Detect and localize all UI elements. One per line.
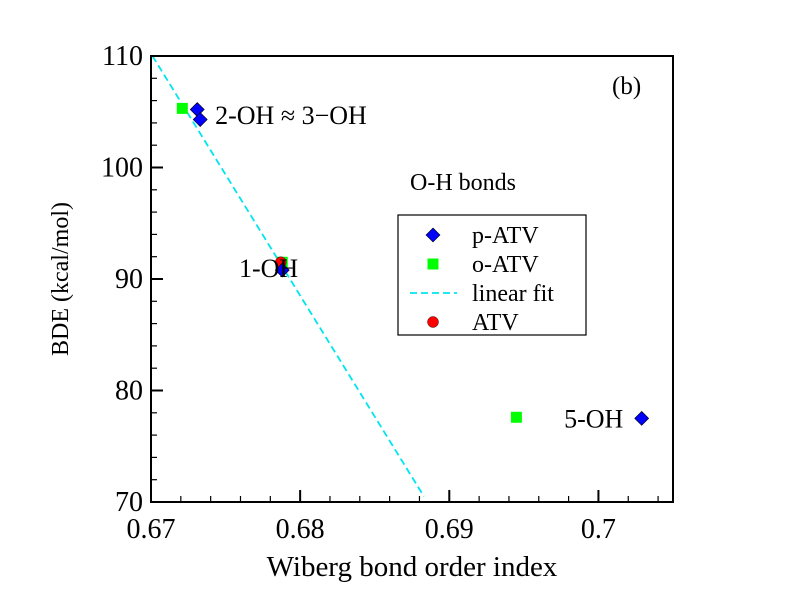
y-tick-label: 100: [101, 153, 143, 184]
y-tick-label: 90: [115, 264, 143, 295]
legend-swatch-diamond: [425, 227, 441, 243]
legend-label: p-ATV: [472, 223, 539, 249]
point-annotation: 2-OH ≈ 3−OH: [215, 101, 367, 130]
point-annotation: 5-OH: [564, 404, 623, 433]
plot-frame: [150, 55, 674, 503]
y-axis-label: BDE (kcal/mol): [48, 202, 74, 356]
linear-fit-line: [151, 55, 425, 497]
x-tick-label: 0.69: [425, 514, 474, 545]
point-annotation: 1-OH: [239, 254, 298, 283]
x-tick-label: 0.7: [581, 514, 616, 545]
axis-tick-labels: 0.67 0.68 0.69 0.7 70 80 90 100 110: [101, 41, 616, 545]
linear-fit-layer: [151, 55, 425, 497]
panel-label: (b): [612, 73, 641, 100]
legend-entry: p-ATV: [425, 223, 539, 249]
o-atv-point: [176, 102, 188, 114]
legend-entry: linear fit: [410, 281, 554, 307]
annotations-layer: 2-OH ≈ 3−OH 1-OH 5-OH: [215, 101, 623, 433]
legend: p-ATV o-ATV linear fit ATV: [397, 214, 587, 336]
y-tick-label: 70: [115, 487, 143, 518]
legend-swatch-square: [427, 258, 439, 270]
legend-swatch-circle: [427, 316, 439, 328]
p-atv-point: [274, 262, 290, 278]
x-axis-label: Wiberg bond order index: [267, 551, 558, 583]
data-points-layer: [176, 102, 650, 426]
p-atv-point: [192, 112, 208, 127]
x-tick-label: 0.67: [127, 514, 176, 545]
o-atv-point: [510, 411, 522, 423]
legend-label: ATV: [472, 310, 519, 336]
legend-title: O-H bonds: [410, 170, 516, 196]
y-tick-label: 110: [102, 41, 143, 72]
y-tick-label: 80: [115, 376, 143, 407]
legend-entry: ATV: [427, 310, 519, 336]
x-tick-label: 0.68: [276, 514, 325, 545]
legend-label: o-ATV: [472, 252, 539, 278]
p-atv-point: [634, 410, 650, 426]
legend-entry: o-ATV: [427, 252, 539, 278]
legend-label: linear fit: [472, 281, 554, 307]
